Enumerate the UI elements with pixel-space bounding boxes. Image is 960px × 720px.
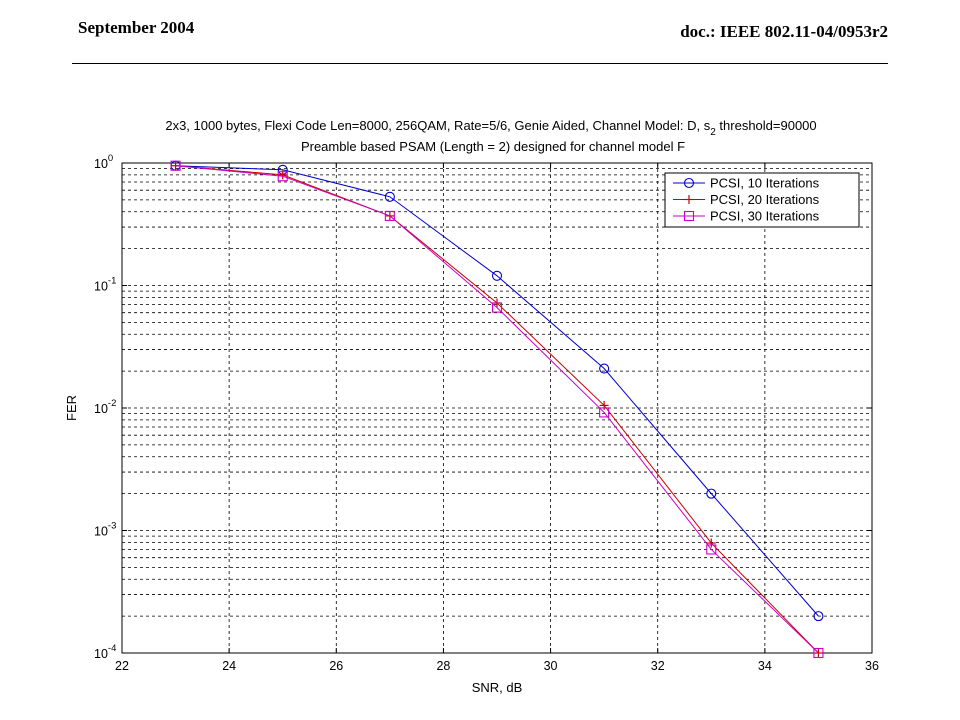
data-point bbox=[491, 302, 503, 313]
x-tick-label: 22 bbox=[115, 659, 129, 673]
chart-title-line1: 2x3, 1000 bytes, Flexi Code Len=8000, 25… bbox=[165, 118, 816, 138]
x-axis-label: SNR, dB bbox=[472, 680, 523, 695]
data-point bbox=[813, 611, 824, 622]
legend-entry: PCSI, 20 Iterations bbox=[673, 192, 820, 207]
y-tick-label: 10-3 bbox=[94, 521, 116, 539]
slide-date: September 2004 bbox=[78, 18, 195, 37]
legend-label: PCSI, 20 Iterations bbox=[710, 192, 820, 207]
series-line bbox=[175, 165, 819, 654]
y-tick-label: 10-2 bbox=[94, 398, 116, 416]
y-tick-label: 10-4 bbox=[94, 643, 116, 661]
x-tick-label: 30 bbox=[544, 659, 558, 673]
y-axis-label: FER bbox=[64, 395, 79, 421]
chart-title-line2: Preamble based PSAM (Length = 2) designe… bbox=[301, 139, 685, 154]
data-point bbox=[813, 647, 824, 659]
data-point bbox=[599, 363, 610, 374]
series-line bbox=[175, 165, 819, 617]
x-tick-label: 24 bbox=[222, 659, 236, 673]
data-point bbox=[170, 160, 181, 171]
x-tick-label: 32 bbox=[651, 659, 665, 673]
x-axis-ticks: 22 24 26 28 30 32 34 36 bbox=[115, 163, 879, 673]
x-tick-label: 28 bbox=[436, 659, 450, 673]
series-group bbox=[170, 160, 824, 659]
series-3 bbox=[170, 160, 824, 659]
data-point bbox=[384, 210, 395, 221]
legend-marker bbox=[684, 195, 694, 204]
data-point bbox=[706, 544, 717, 555]
data-point bbox=[599, 407, 610, 418]
legend-entry: PCSI, 30 Iterations bbox=[673, 209, 820, 224]
data-point bbox=[384, 191, 395, 202]
legend-label: PCSI, 10 Iterations bbox=[710, 176, 820, 191]
series-1 bbox=[170, 160, 824, 622]
legend-marker bbox=[683, 177, 695, 189]
x-tick-label: 34 bbox=[758, 659, 772, 673]
data-point bbox=[491, 270, 503, 281]
header-divider bbox=[72, 63, 888, 64]
legend-entry: PCSI, 10 Iterations bbox=[673, 176, 820, 191]
y-axis-ticks: 100 10-1 10-2 10-3 10-4 bbox=[94, 153, 872, 661]
x-tick-label: 36 bbox=[865, 659, 879, 673]
data-point bbox=[706, 488, 717, 499]
data-point bbox=[706, 538, 716, 548]
series-2 bbox=[171, 161, 823, 658]
legend-label: PCSI, 30 Iterations bbox=[710, 209, 820, 224]
legend-marker bbox=[683, 210, 695, 222]
grid bbox=[122, 163, 872, 653]
x-tick-label: 26 bbox=[329, 659, 343, 673]
y-tick-label: 10-1 bbox=[94, 276, 116, 294]
data-point bbox=[277, 171, 288, 182]
y-tick-label: 100 bbox=[94, 153, 113, 171]
slide-doc-id: doc.: IEEE 802.11-04/0953r2 bbox=[680, 22, 888, 41]
series-line bbox=[175, 165, 819, 654]
